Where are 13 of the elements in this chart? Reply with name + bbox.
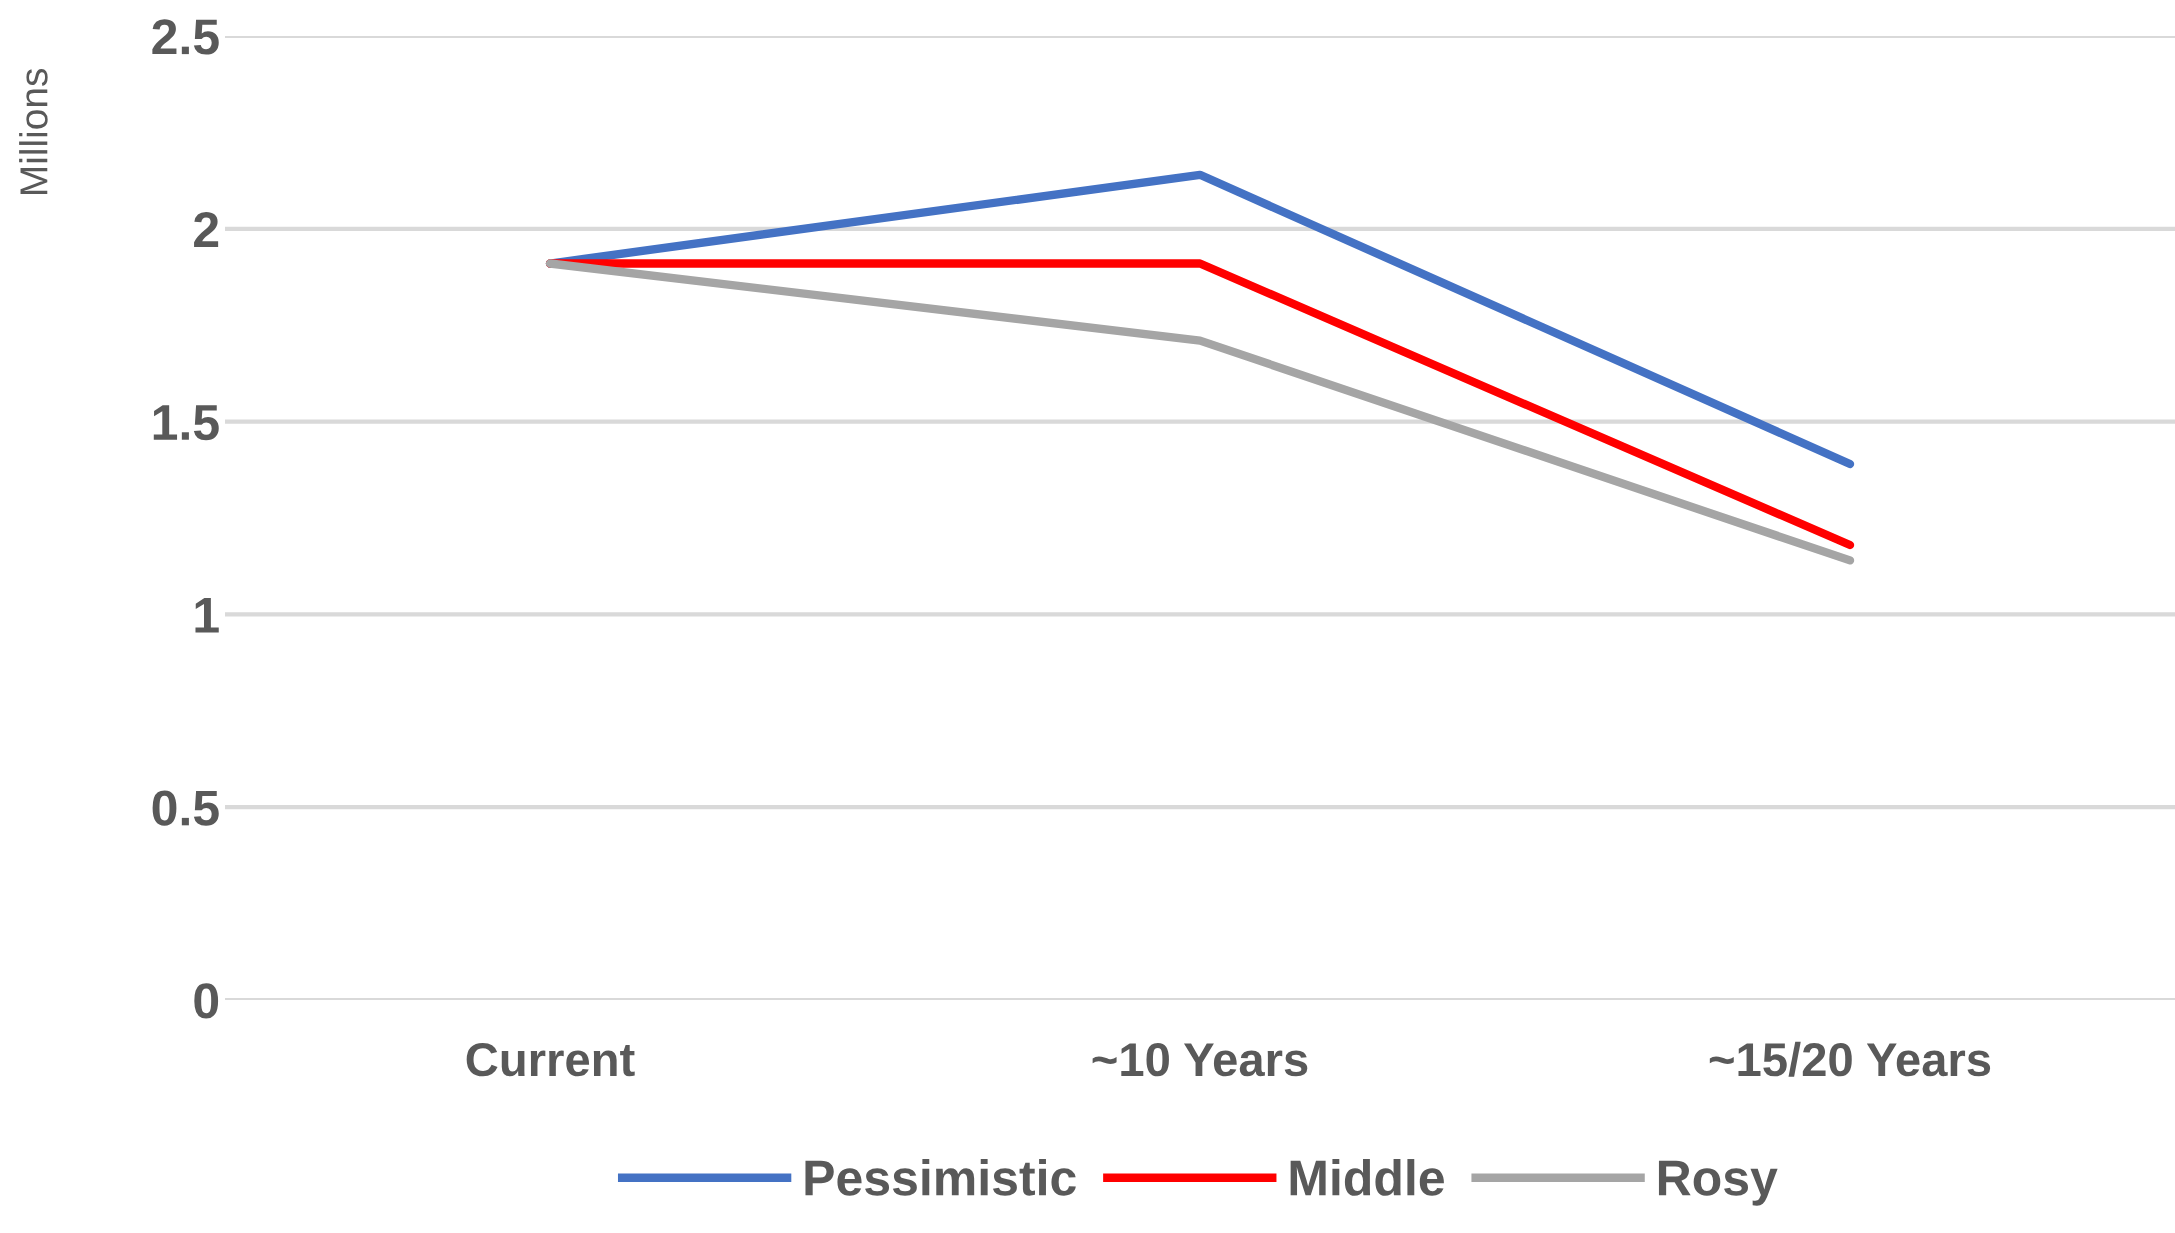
y-tick-label: 2 [194, 212, 219, 247]
x-tick-label: ~10 Years [1092, 1042, 1308, 1077]
y-tick-label: 2.5 [152, 19, 219, 55]
y-axis-title: Millions [19, 68, 48, 195]
legend-label: Pessimistic [805, 1159, 1076, 1196]
y-tick-label: 0 [194, 983, 219, 1019]
legend-label: Middle [1290, 1159, 1444, 1196]
x-tick-label: ~15/20 Years [1709, 1041, 1991, 1077]
y-tick-label: 0.5 [152, 790, 219, 826]
y-tick-label: 1.5 [153, 405, 219, 441]
legend-label: Rosy [1658, 1160, 1778, 1206]
x-tick-label: Current [466, 1042, 635, 1077]
y-tick-label: 1 [195, 598, 219, 633]
